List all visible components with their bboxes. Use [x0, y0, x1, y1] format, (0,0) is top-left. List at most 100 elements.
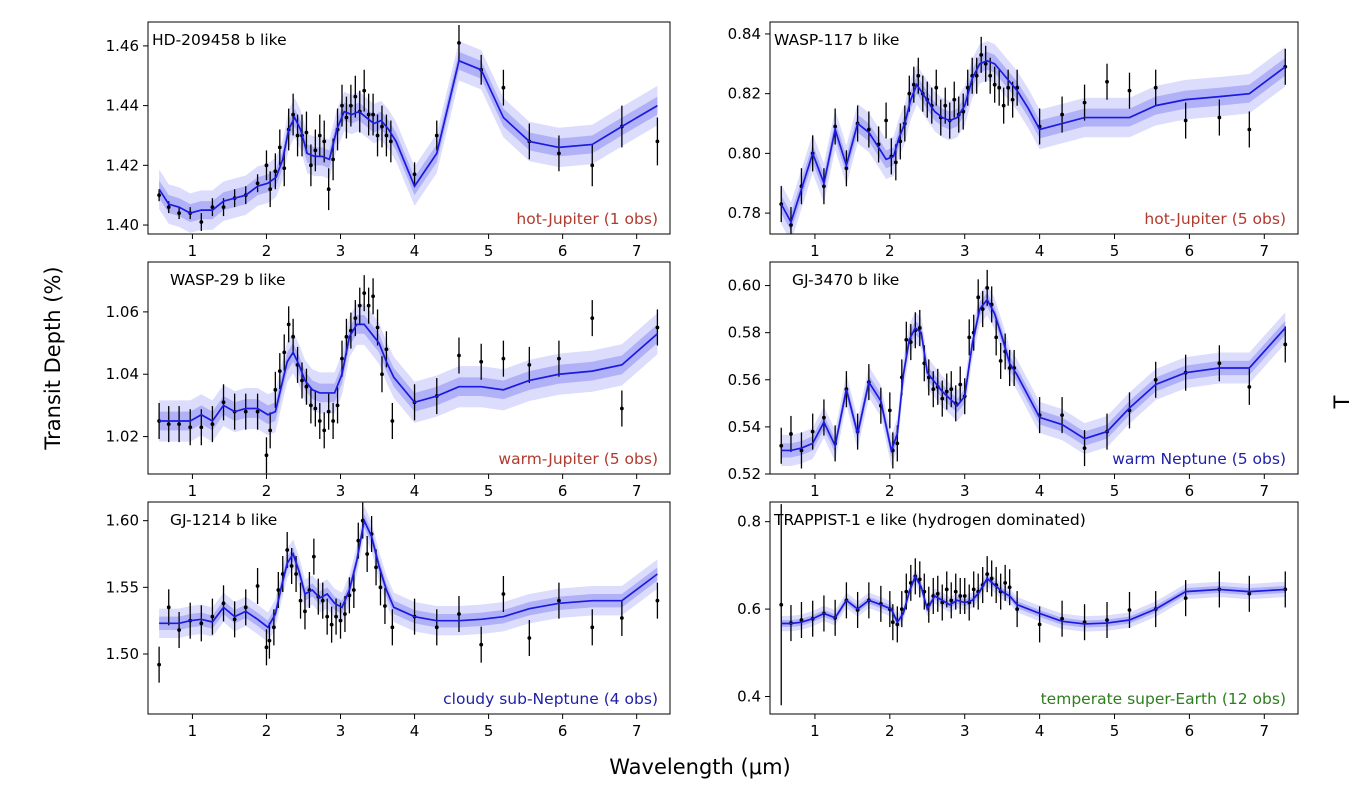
data-point — [989, 576, 994, 581]
data-point — [1060, 616, 1064, 621]
data-point — [779, 602, 784, 607]
data-point — [348, 103, 353, 108]
y-axis-title: Transit Depth (%) — [41, 266, 65, 450]
data-point — [917, 577, 922, 582]
y-tick-label: 0.8 — [737, 513, 761, 531]
data-point — [340, 356, 344, 361]
data-point — [273, 387, 278, 392]
panel-5: 1 2 3 4 5 6 7 1.50 1.55 1.60 GJ-1214 b like cloudy … — [106, 501, 671, 740]
x-tick-label: 3 — [336, 482, 346, 500]
x-tick-label: 2 — [262, 482, 272, 500]
data-point — [1183, 118, 1188, 123]
data-point — [779, 443, 784, 448]
data-point — [304, 384, 309, 389]
data-point — [334, 614, 338, 619]
data-point — [322, 139, 327, 144]
data-point — [343, 612, 347, 616]
data-point — [944, 389, 949, 394]
data-point — [1217, 361, 1222, 366]
plot-area — [779, 269, 1288, 469]
data-point — [329, 622, 334, 627]
plot-area — [157, 24, 660, 233]
data-point — [527, 636, 532, 640]
panel-title: WASP-29 b like — [170, 271, 286, 289]
data-point — [1037, 622, 1042, 627]
data-point — [303, 609, 307, 614]
data-point — [893, 160, 898, 165]
data-point — [997, 85, 1002, 90]
x-tick-label: 5 — [1110, 722, 1120, 740]
panel-frame — [147, 261, 671, 475]
panel-4: 1 2 3 4 5 6 7 0.52 0.54 0.56 0.58 0.60 GJ-3470 b lik… — [728, 261, 1299, 500]
data-point — [1003, 580, 1008, 585]
x-tick-label: 1 — [188, 482, 198, 500]
data-point — [917, 326, 922, 330]
data-point — [1082, 100, 1087, 105]
data-point — [366, 112, 371, 117]
x-tick-label: 1 — [188, 242, 198, 260]
panel-2: 1 2 3 4 5 6 7 0.78 0.80 0.82 0.84 WASP-117 b like ho… — [728, 21, 1299, 260]
data-point — [199, 621, 204, 626]
x-tick-label: 4 — [410, 722, 420, 740]
data-point — [619, 616, 624, 620]
data-point — [1283, 587, 1288, 592]
data-point — [268, 187, 273, 192]
data-point — [325, 614, 330, 619]
data-point — [291, 112, 296, 117]
data-point — [935, 591, 940, 596]
x-tick-label: 7 — [1260, 482, 1270, 500]
panel-frame — [769, 21, 1299, 235]
data-point — [322, 428, 327, 433]
model-line — [780, 59, 1286, 225]
y-tick-label: 0.78 — [728, 204, 761, 222]
data-point — [799, 448, 804, 453]
data-point — [300, 378, 304, 383]
data-point — [655, 139, 660, 144]
data-point — [338, 618, 343, 623]
data-point — [940, 396, 945, 401]
data-point — [166, 422, 171, 427]
data-point — [271, 625, 276, 630]
x-tick-label: 2 — [885, 242, 895, 260]
outer-band — [159, 41, 658, 233]
data-point — [1082, 446, 1087, 450]
outer-band — [781, 41, 1286, 234]
x-tick-label: 3 — [960, 242, 970, 260]
data-point — [895, 622, 900, 627]
inner-band — [781, 572, 1286, 628]
data-point — [286, 322, 291, 327]
data-point — [232, 617, 237, 622]
panel-frame — [147, 21, 671, 235]
data-point — [971, 587, 976, 592]
data-point — [789, 432, 793, 436]
y-tick-label: 1.06 — [106, 303, 139, 321]
x-tick-label: 5 — [1110, 482, 1120, 500]
data-point — [313, 148, 318, 153]
x-tick-label: 7 — [632, 242, 642, 260]
data-point — [983, 61, 988, 66]
data-point — [255, 584, 260, 588]
data-point — [1006, 85, 1011, 90]
data-point — [1007, 585, 1012, 590]
panel-frame — [769, 501, 1299, 715]
data-point — [655, 325, 660, 330]
data-point — [326, 409, 331, 414]
x-tick-label: 5 — [1110, 242, 1120, 260]
data-point — [177, 628, 181, 632]
data-point — [557, 356, 561, 361]
data-point — [276, 588, 281, 592]
data-point — [317, 133, 322, 138]
data-point — [221, 205, 226, 210]
x-axis-title: Wavelength (μm) — [609, 755, 790, 779]
inner-band — [159, 51, 658, 223]
data-point — [291, 334, 296, 339]
x-tick-label: 5 — [484, 242, 494, 260]
data-point — [527, 362, 532, 367]
data-point — [1010, 97, 1015, 102]
data-point — [952, 97, 957, 102]
model-line — [781, 574, 1286, 625]
data-point — [958, 382, 963, 387]
data-point — [210, 205, 215, 210]
data-point — [298, 598, 303, 603]
x-tick-label: 6 — [558, 242, 568, 260]
